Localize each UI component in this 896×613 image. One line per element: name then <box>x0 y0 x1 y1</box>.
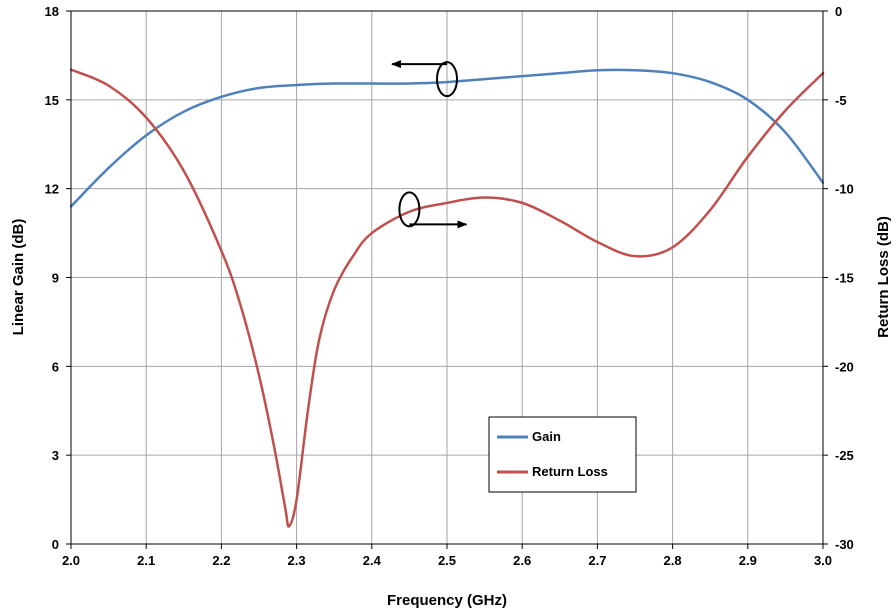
x-tick-label: 2.3 <box>288 553 306 568</box>
x-tick-label: 2.9 <box>739 553 757 568</box>
x-tick-label: 2.5 <box>438 553 456 568</box>
y-tick-label: 0 <box>52 537 59 552</box>
legend: Gain Return Loss <box>488 416 637 493</box>
x-tick-label: 2.6 <box>513 553 531 568</box>
series-layer <box>69 68 825 528</box>
plot-frame <box>70 10 824 545</box>
y-tick-label: 3 <box>52 448 59 463</box>
x-axis-title: Frequency (GHz) <box>387 592 507 609</box>
y-tick-label: 12 <box>45 182 59 197</box>
x-tick-label: 2.0 <box>62 553 80 568</box>
x-tick-label: 3.0 <box>814 553 832 568</box>
y2-tick-label: -20 <box>835 359 854 374</box>
y2-axis-title: Return Loss (dB) <box>875 216 892 338</box>
legend-return-loss-label: Return Loss <box>532 464 608 479</box>
y2-tick-label: -5 <box>835 93 847 108</box>
y2-tick-label: -30 <box>835 537 854 552</box>
grid <box>66 10 828 549</box>
x-tick-label: 2.8 <box>664 553 682 568</box>
y2-tick-label: 0 <box>835 4 842 19</box>
series-line-gain <box>69 68 825 208</box>
x-tick-label: 2.7 <box>588 553 606 568</box>
y-tick-label: 15 <box>45 93 59 108</box>
series-line-return-loss <box>69 68 825 528</box>
y2-tick-label: -15 <box>835 271 854 286</box>
annotation-ellipse <box>436 61 458 98</box>
legend-gain-label: Gain <box>532 429 561 444</box>
y-axis-title: Linear Gain (dB) <box>10 219 27 336</box>
y2-tick-labels: -30 -25 -20 -15 -10 -5 0 <box>835 4 854 552</box>
y-tick-label: 9 <box>52 271 59 286</box>
y-tick-label: 18 <box>45 4 59 19</box>
annotation-ellipse <box>398 191 421 228</box>
x-tick-label: 2.4 <box>363 553 382 568</box>
y-tick-labels: 0 3 6 9 12 15 18 <box>45 4 59 552</box>
legend-box <box>488 416 637 493</box>
y2-tick-label: -10 <box>835 182 854 197</box>
y2-tick-label: -25 <box>835 448 854 463</box>
y-tick-label: 6 <box>52 359 59 374</box>
annotations <box>391 60 468 229</box>
x-tick-label: 2.1 <box>137 553 155 568</box>
x-tick-label: 2.2 <box>212 553 230 568</box>
x-tick-labels: 2.0 2.1 2.2 2.3 2.4 2.5 2.6 2.7 2.8 2.9 3.0 <box>62 553 832 568</box>
